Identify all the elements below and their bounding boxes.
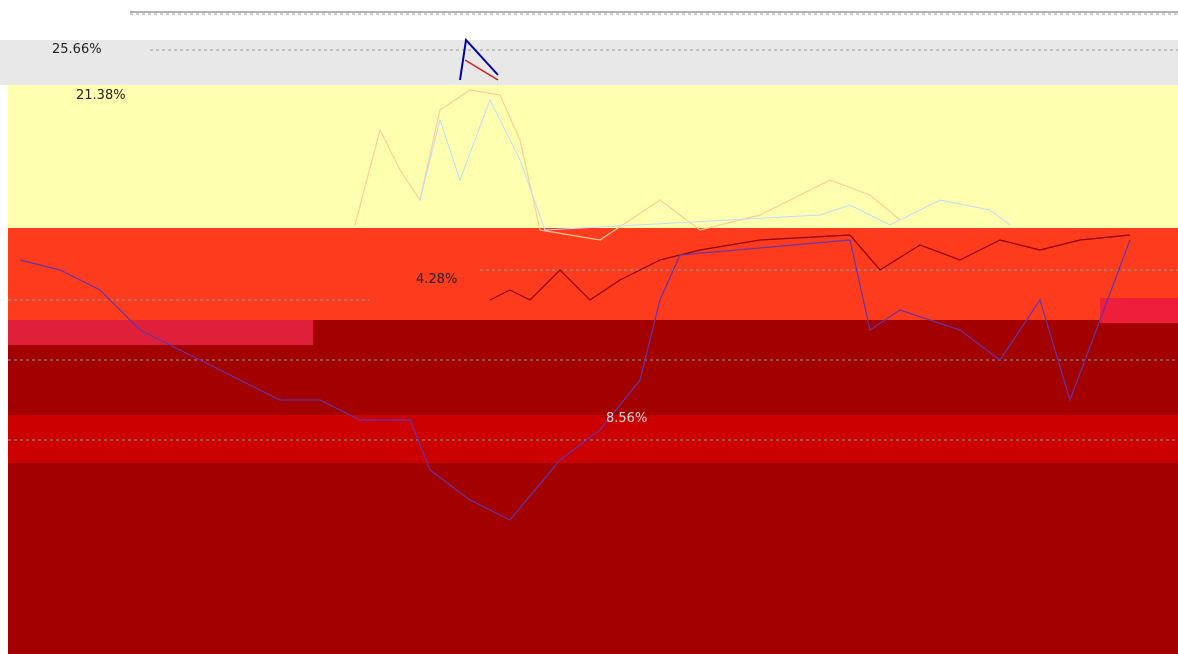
glitch-band-orange: [8, 228, 1178, 323]
glitch-band-dark: [8, 320, 1178, 654]
grid: [8, 13, 1178, 441]
axis-label: 25.66%: [52, 42, 102, 57]
glitch-band-red: [8, 415, 1178, 463]
glitch-band-pink: [1100, 298, 1178, 323]
chart-band: [0, 40, 1178, 85]
glitch-band-yellow: [8, 85, 1178, 250]
axis-label: 4.28%: [416, 272, 458, 287]
line: [464, 59, 499, 81]
line: [354, 89, 901, 241]
line: [459, 37, 499, 81]
line: [19, 239, 1131, 521]
line: [419, 98, 1011, 231]
line: [489, 234, 1131, 301]
axis-label: 8.56%: [606, 411, 648, 426]
axis-label: 21.38%: [76, 88, 126, 103]
